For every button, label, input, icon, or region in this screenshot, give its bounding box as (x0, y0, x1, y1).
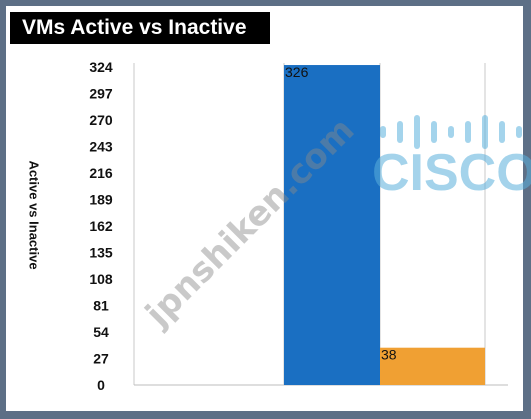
cisco-logo-bar (465, 121, 471, 143)
chart-title: VMs Active vs Inactive (22, 16, 247, 39)
y-tick-label: 108 (89, 271, 113, 287)
bar-inactive-value-label: 38 (381, 347, 397, 363)
bar-active-value-label: 326 (285, 64, 309, 80)
cisco-logo-bar (380, 126, 386, 138)
cisco-logo-bar (482, 115, 488, 149)
cisco-logo: CISCO (372, 115, 531, 202)
y-tick-label: 0 (97, 377, 105, 393)
cisco-logo-bar (431, 121, 437, 143)
bar-active (284, 65, 380, 385)
y-tick-label: 162 (89, 218, 113, 234)
y-tick-label: 243 (89, 139, 113, 155)
y-tick-label: 216 (89, 165, 113, 181)
y-tick-label: 54 (93, 324, 109, 340)
chart-title-bar: VMs Active vs Inactive (10, 12, 270, 44)
cisco-logo-text: CISCO (372, 144, 531, 202)
y-tick-label: 27 (93, 351, 109, 367)
y-tick-label: 81 (93, 298, 109, 314)
cisco-logo-bar (448, 126, 454, 138)
cisco-logo-bar (516, 126, 522, 138)
cisco-logo-bar (414, 115, 420, 149)
cisco-logo-bar (397, 121, 403, 143)
bar-inactive (380, 347, 485, 385)
cisco-logo-bar (499, 121, 505, 143)
y-tick-label: 270 (89, 112, 113, 128)
y-tick-label: 324 (89, 59, 113, 75)
chart-frame (6, 6, 523, 411)
y-tick-label: 189 (89, 192, 113, 208)
y-tick-label: 297 (89, 86, 113, 102)
y-tick-label: 135 (89, 245, 113, 261)
